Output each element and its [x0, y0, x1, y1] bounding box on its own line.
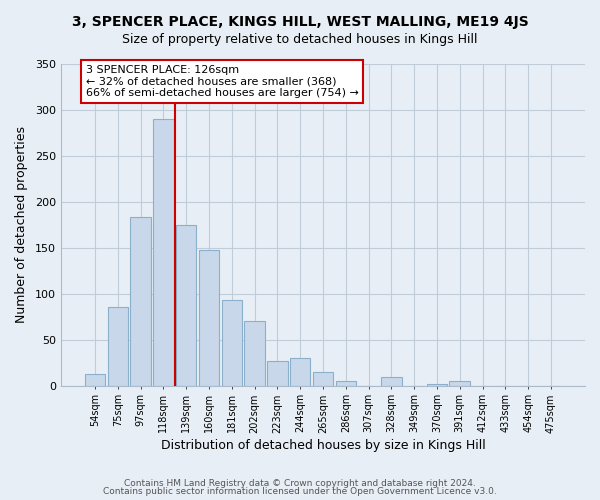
Bar: [221, 300, 242, 386]
Text: 3, SPENCER PLACE, KINGS HILL, WEST MALLING, ME19 4JS: 3, SPENCER PLACE, KINGS HILL, WEST MALLI…: [71, 15, 529, 29]
Text: Contains HM Land Registry data © Crown copyright and database right 2024.: Contains HM Land Registry data © Crown c…: [124, 478, 476, 488]
Bar: [267, 360, 287, 386]
Bar: [449, 381, 470, 386]
Bar: [335, 381, 356, 386]
Bar: [153, 119, 173, 386]
Bar: [130, 218, 151, 386]
Text: 3 SPENCER PLACE: 126sqm
← 32% of detached houses are smaller (368)
66% of semi-d: 3 SPENCER PLACE: 126sqm ← 32% of detache…: [86, 65, 359, 98]
Bar: [107, 308, 128, 386]
Bar: [427, 384, 447, 386]
Bar: [381, 378, 401, 386]
Bar: [244, 321, 265, 386]
Bar: [176, 225, 196, 386]
Bar: [85, 374, 105, 386]
Text: Contains public sector information licensed under the Open Government Licence v3: Contains public sector information licen…: [103, 487, 497, 496]
Bar: [290, 358, 310, 386]
Y-axis label: Number of detached properties: Number of detached properties: [15, 126, 28, 324]
X-axis label: Distribution of detached houses by size in Kings Hill: Distribution of detached houses by size …: [161, 440, 485, 452]
Bar: [313, 372, 333, 386]
Bar: [199, 250, 219, 386]
Text: Size of property relative to detached houses in Kings Hill: Size of property relative to detached ho…: [122, 32, 478, 46]
